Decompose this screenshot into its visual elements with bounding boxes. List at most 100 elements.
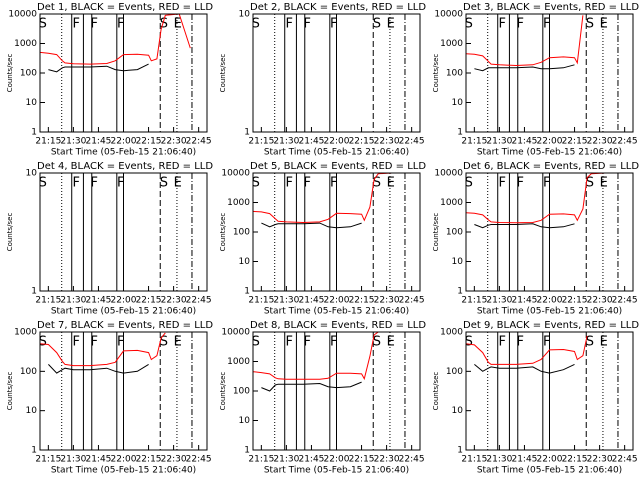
series-line	[48, 63, 149, 73]
x-axis-label: Start Time (05-Feb-15 21:06:40)	[477, 307, 622, 317]
y-tick-label: 100	[20, 69, 37, 79]
series-line	[253, 173, 393, 224]
panel-title: Det 6, BLACK = Events, RED = LLD	[463, 161, 639, 172]
x-tick-label: 21:45	[298, 296, 324, 306]
plot-frame	[465, 331, 634, 451]
plot-frame	[39, 13, 208, 133]
x-tick-label: 22:00	[537, 455, 563, 465]
event-flag: S	[465, 17, 473, 32]
y-tick-label: 10	[452, 406, 464, 416]
x-axis-label: Start Time (05-Feb-15 21:06:40)	[264, 148, 409, 158]
x-axis-label: Start Time (05-Feb-15 21:06:40)	[264, 466, 409, 476]
series-line	[466, 335, 588, 365]
event-flag: F	[304, 17, 311, 32]
series-line	[253, 332, 379, 381]
y-axis-label: Counts/sec	[6, 54, 14, 93]
panel-title: Det 4, BLACK = Events, RED = LLD	[37, 161, 213, 172]
x-tick-label: 22:45	[399, 137, 425, 147]
x-axis-label: Start Time (05-Feb-15 21:06:40)	[51, 148, 196, 158]
panel: Det 6, BLACK = Events, RED = LLD Counts/s…	[432, 161, 639, 317]
y-tick-label: 1	[457, 287, 463, 297]
event-flag: F	[304, 335, 311, 350]
x-tick-label: 21:45	[511, 137, 537, 147]
event-flag: S	[373, 176, 381, 191]
x-tick-label: 22:00	[111, 296, 137, 306]
y-axis-label: Counts/sec	[6, 213, 14, 252]
x-tick-label: 22:45	[612, 137, 638, 147]
y-tick-label: 10000	[8, 10, 37, 20]
event-flag: S	[586, 335, 594, 350]
x-tick-label: 21:15	[461, 296, 487, 306]
event-flag: E	[600, 176, 608, 191]
event-flag: S	[160, 335, 168, 350]
y-tick-label: 1000	[440, 39, 463, 49]
x-tick-label: 22:15	[136, 296, 162, 306]
event-flag: F	[285, 17, 292, 32]
x-tick-label: 22:30	[374, 137, 400, 147]
event-flag: F	[517, 335, 524, 350]
event-flag: F	[117, 176, 124, 191]
x-tick-label: 22:00	[324, 455, 350, 465]
series-line	[474, 363, 575, 374]
event-flag: F	[498, 335, 505, 350]
y-tick-label: 1	[244, 128, 250, 138]
panel-title: Det 8, BLACK = Events, RED = LLD	[250, 320, 426, 331]
x-tick-label: 22:30	[587, 137, 613, 147]
x-tick-label: 21:30	[486, 137, 512, 147]
event-flag: S	[586, 176, 594, 191]
y-tick-label: 1000	[227, 357, 250, 367]
x-tick-label: 21:45	[511, 296, 537, 306]
y-tick-label: 100	[446, 367, 463, 377]
panel: Det 3, BLACK = Events, RED = LLD Counts/s…	[432, 2, 639, 158]
event-flag: F	[543, 17, 550, 32]
y-axis-label: Counts/sec	[432, 213, 440, 252]
panel-title: Det 2, BLACK = Events, RED = LLD	[250, 2, 426, 13]
panel: Det 4, BLACK = Events, RED = LLD Counts/s…	[6, 161, 213, 317]
event-flag: F	[285, 176, 292, 191]
y-tick-label: 10	[239, 10, 251, 20]
x-tick-label: 21:30	[486, 296, 512, 306]
y-tick-label: 10000	[221, 328, 250, 338]
series-line	[40, 14, 191, 65]
event-flag: F	[91, 17, 98, 32]
event-flag: S	[252, 335, 260, 350]
event-flag: E	[387, 176, 395, 191]
y-tick-label: 100	[20, 367, 37, 377]
series-line	[466, 15, 584, 67]
y-tick-label: 100	[446, 228, 463, 238]
x-tick-label: 22:15	[562, 296, 588, 306]
y-tick-label: 1	[31, 128, 37, 138]
event-flag: F	[543, 335, 550, 350]
event-flag: F	[543, 176, 550, 191]
x-tick-label: 22:45	[399, 296, 425, 306]
event-flag: S	[39, 17, 47, 32]
y-tick-label: 1000	[14, 39, 37, 49]
x-tick-label: 22:00	[324, 296, 350, 306]
plot-frame	[39, 331, 208, 451]
x-tick-label: 21:30	[273, 137, 299, 147]
x-tick-label: 22:45	[186, 137, 212, 147]
y-tick-label: 10000	[434, 169, 463, 179]
x-tick-label: 21:45	[298, 137, 324, 147]
event-flag: F	[498, 17, 505, 32]
event-flag: E	[174, 17, 182, 32]
x-tick-label: 21:15	[461, 137, 487, 147]
series-line	[261, 381, 362, 392]
x-tick-label: 21:15	[248, 455, 274, 465]
x-tick-label: 21:30	[60, 137, 86, 147]
x-axis-label: Start Time (05-Feb-15 21:06:40)	[477, 466, 622, 476]
panel: Det 7, BLACK = Events, RED = LLD Counts/s…	[6, 320, 213, 476]
x-tick-label: 22:00	[111, 137, 137, 147]
y-tick-label: 10	[452, 98, 464, 108]
event-flag: F	[330, 176, 337, 191]
y-axis-label: Counts/sec	[219, 213, 227, 252]
series-line	[474, 64, 575, 72]
x-tick-label: 21:45	[298, 455, 324, 465]
panel: Det 9, BLACK = Events, RED = LLD Counts/s…	[432, 320, 639, 476]
series-line	[261, 222, 362, 229]
y-axis-label: Counts/sec	[219, 372, 227, 411]
panel-title: Det 5, BLACK = Events, RED = LLD	[250, 161, 426, 172]
y-tick-label: 1	[31, 287, 37, 297]
event-flag: S	[373, 335, 381, 350]
event-flag: F	[91, 335, 98, 350]
